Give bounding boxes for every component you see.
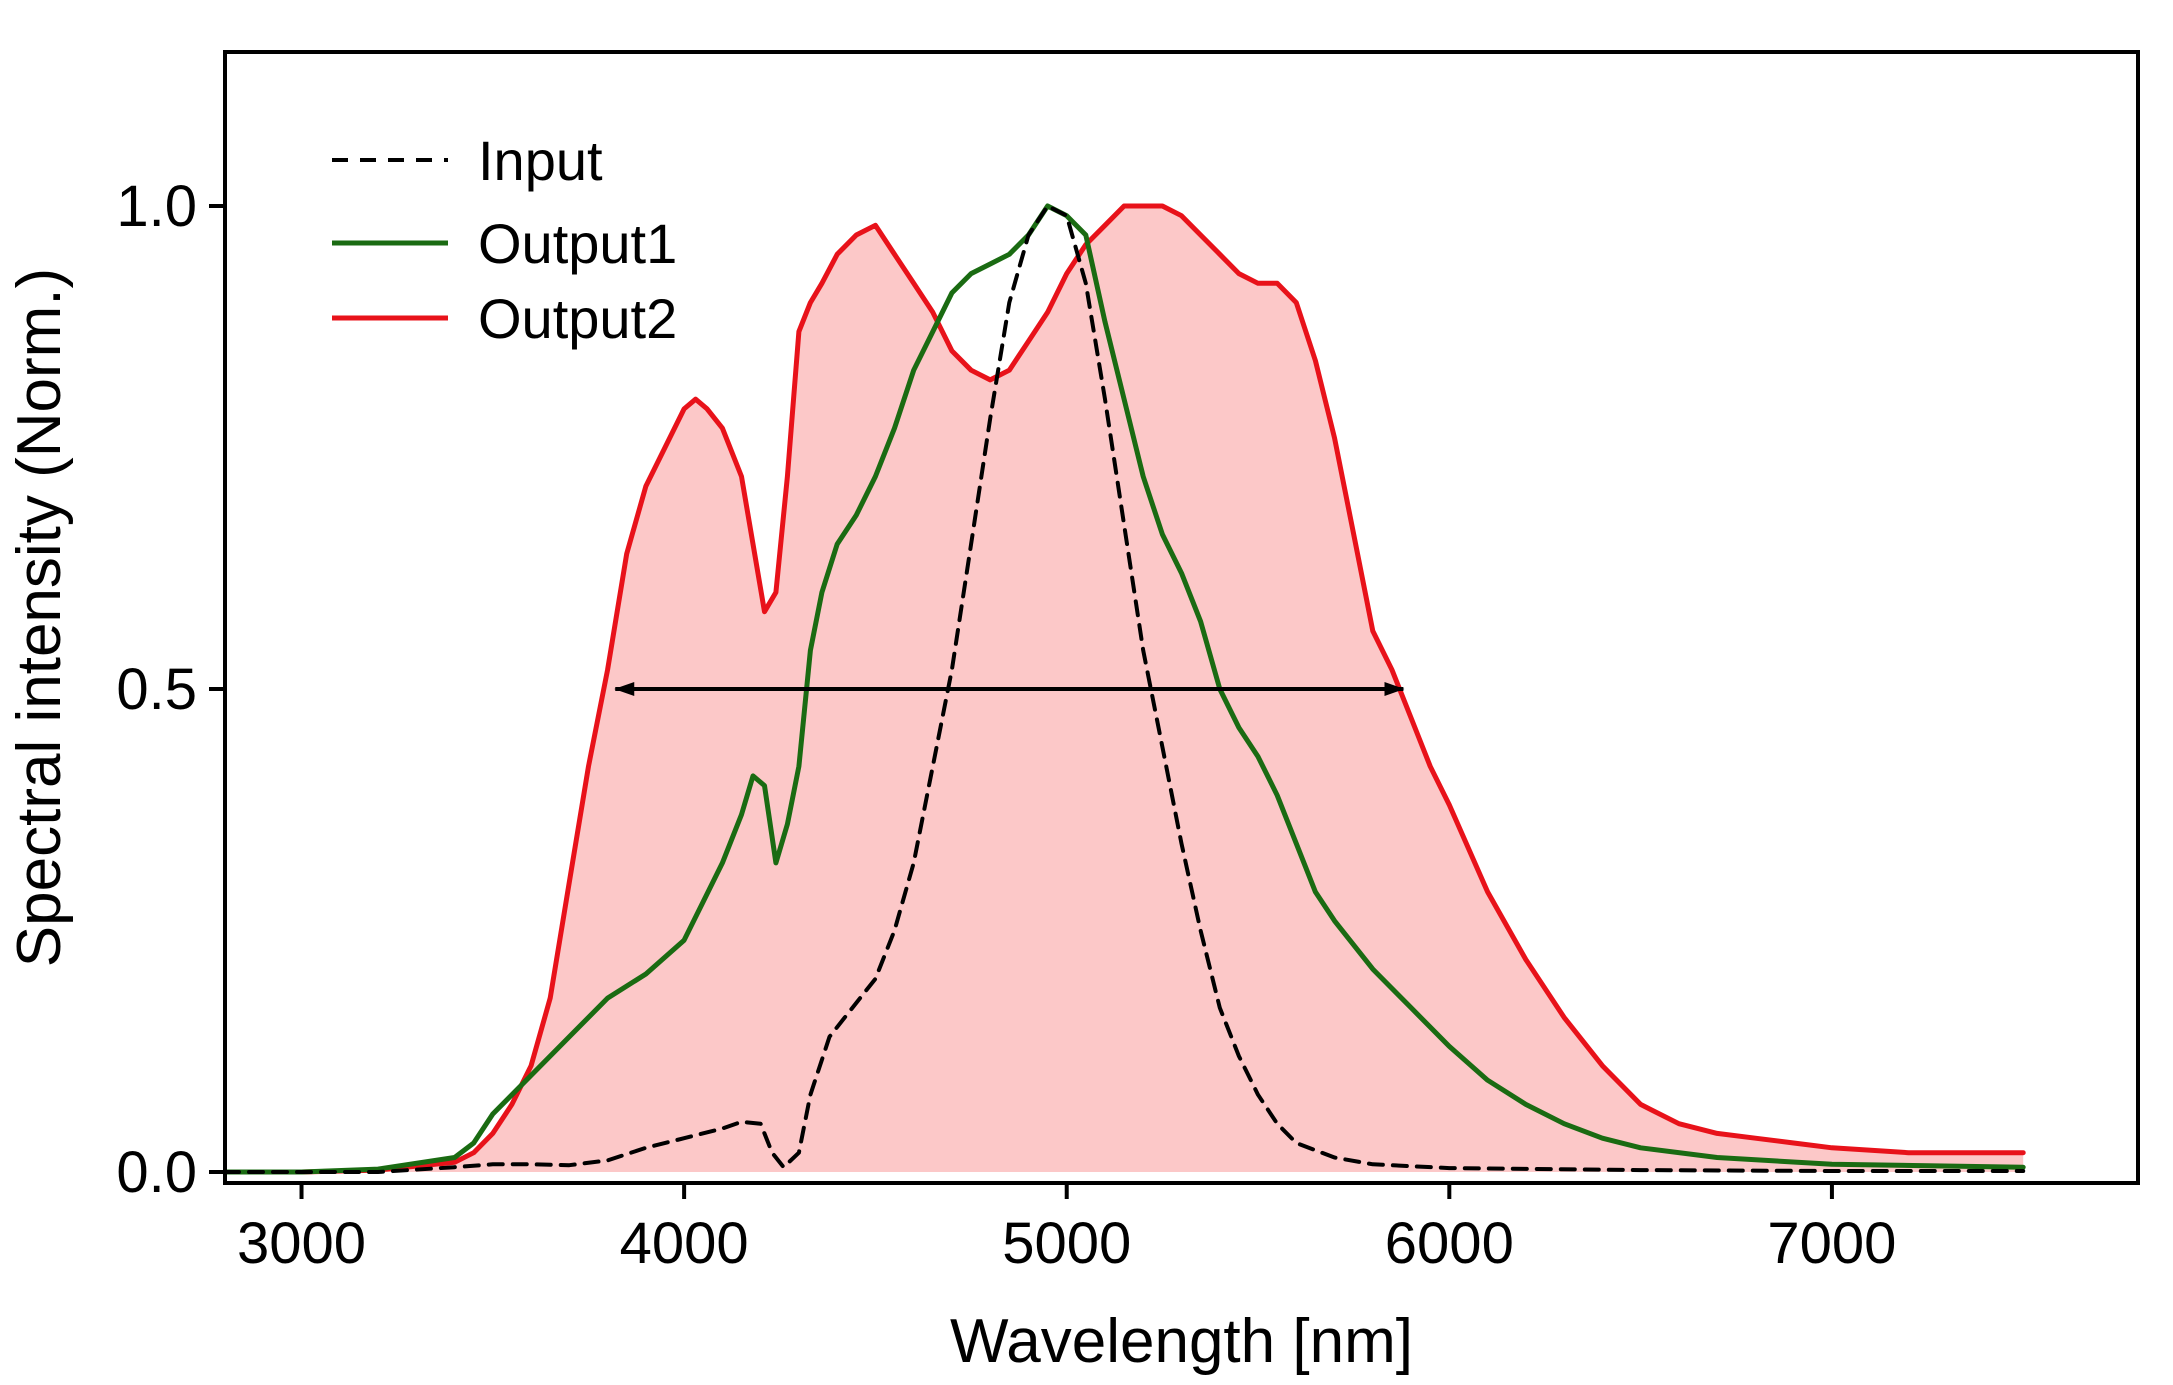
x-tick-label: 6000	[1385, 1211, 1514, 1276]
x-tick-label: 3000	[237, 1211, 366, 1276]
x-tick-label: 4000	[620, 1211, 749, 1276]
legend: Input Output1 Output2	[332, 129, 677, 350]
legend-label-output2: Output2	[478, 287, 677, 350]
y-axis-title: Spectral intensity (Norm.)	[5, 268, 74, 967]
ticks-layer: 3000 4000 5000 6000 7000 0.0 0.5 1.0	[116, 174, 1896, 1276]
series-line-output1	[222, 203, 2026, 1175]
series-line-input	[223, 204, 2026, 1174]
x-tick-label: 7000	[1767, 1211, 1896, 1276]
series-line-output2	[222, 203, 2026, 1175]
y-tick-label: 0.0	[116, 1140, 197, 1205]
x-tick-label: 5000	[1002, 1211, 1131, 1276]
legend-label-input: Input	[478, 129, 603, 192]
y-tick-label: 0.5	[116, 657, 197, 722]
y-tick-label: 1.0	[116, 174, 197, 239]
x-axis-title: Wavelength [nm]	[950, 1307, 1413, 1376]
plot-frame	[223, 50, 2140, 1185]
legend-label-output1: Output1	[478, 212, 677, 275]
